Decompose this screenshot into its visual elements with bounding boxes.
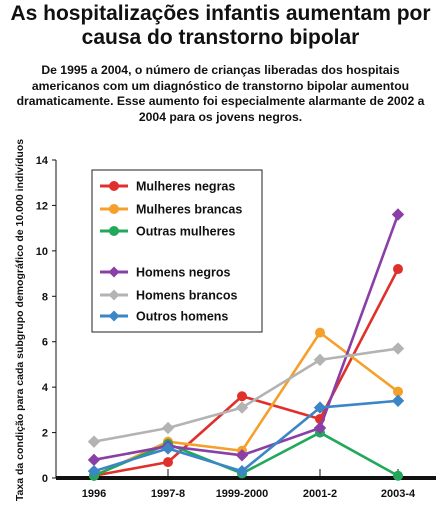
legend-label: Outros homens (136, 310, 228, 324)
series-point (87, 435, 101, 448)
series-point (313, 353, 327, 367)
series-line (92, 399, 400, 473)
legend-label: Homens negros (136, 266, 231, 280)
series-point (315, 327, 325, 338)
series-point (393, 264, 403, 275)
x-tick-label: 1999-2000 (216, 488, 269, 500)
legend-label: Outras mulheres (136, 225, 235, 239)
legend-marker (109, 181, 119, 191)
series-point (235, 464, 249, 478)
chart-subtitle: De 1995 a 2004, o número de crianças lib… (16, 63, 425, 124)
legend-marker (108, 266, 120, 278)
x-tick-label: 2001-2 (303, 488, 337, 500)
y-tick-label: 14 (36, 155, 49, 167)
legend-marker (108, 310, 120, 322)
legend-label: Mulheres brancas (136, 203, 242, 217)
series-point (237, 391, 247, 402)
series-point (393, 470, 403, 481)
series-point (313, 421, 327, 435)
y-tick-label: 2 (42, 428, 48, 440)
series-point (391, 208, 405, 221)
series-point (313, 401, 327, 414)
y-tick-label: 10 (36, 246, 48, 258)
series-point (163, 457, 173, 468)
y-tick-label: 6 (42, 337, 48, 349)
x-tick-label: 1996 (82, 488, 106, 500)
series-point (391, 342, 405, 355)
x-tick-label: 2003-4 (381, 488, 416, 500)
series-point (393, 386, 403, 397)
series-point (235, 449, 249, 462)
chart-title: As hospitalizações infantis aumentam por… (10, 2, 431, 49)
series-point (87, 453, 101, 467)
y-tick-label: 0 (42, 473, 48, 485)
y-tick-label: 8 (42, 291, 48, 303)
legend-box (91, 169, 263, 333)
x-tick-label: 1997-8 (151, 488, 185, 500)
y-tick-label: 4 (42, 382, 49, 394)
series-point (161, 442, 175, 455)
legend-label: Homens brancos (136, 289, 237, 303)
series-point (87, 464, 101, 478)
legend-label: Mulheres negras (136, 180, 235, 194)
series-point (391, 394, 405, 407)
y-tick-label: 12 (36, 200, 48, 212)
series-point (161, 421, 175, 435)
legend-marker (109, 204, 119, 214)
legend-marker (108, 289, 120, 301)
legend-marker (109, 226, 119, 236)
series-point (235, 401, 249, 414)
